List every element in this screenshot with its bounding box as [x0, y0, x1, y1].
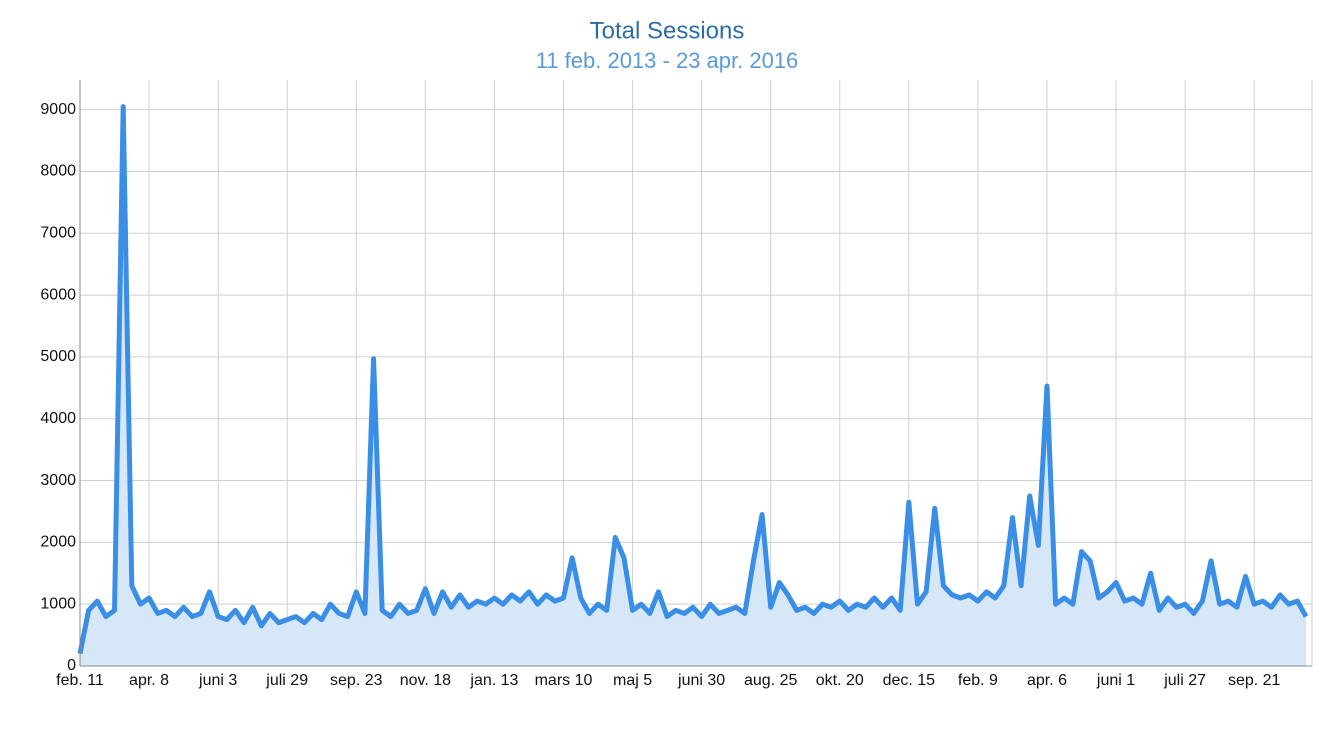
area-fill [80, 106, 1306, 666]
chart-subtitle: 11 feb. 2013 - 23 apr. 2016 [536, 48, 799, 73]
line [77, 104, 1309, 655]
x-tick-label: mars 10 [535, 672, 593, 689]
x-tick-label: feb. 9 [958, 672, 998, 689]
y-tick-label: 5000 [40, 348, 76, 365]
x-tick-label: apr. 8 [129, 672, 169, 689]
x-tick-label: dec. 15 [883, 672, 936, 689]
x-tick-label: sep. 23 [330, 672, 383, 689]
y-tick-label: 8000 [40, 163, 76, 180]
y-tick-label: 7000 [40, 225, 76, 242]
y-tick-label: 9000 [40, 101, 76, 118]
chart-title: Total Sessions [590, 17, 745, 44]
y-tick-label: 3000 [40, 472, 76, 489]
x-tick-label: nov. 18 [400, 672, 451, 689]
x-tick-label: juli 27 [1163, 672, 1206, 689]
x-tick-label: feb. 11 [56, 672, 104, 689]
y-tick-label: 0 [67, 657, 76, 674]
y-tick-label: 6000 [40, 286, 76, 303]
x-tick-label: juli 29 [265, 672, 308, 689]
x-tick-label: juni 30 [677, 672, 725, 689]
x-tick-label: maj 5 [613, 672, 652, 689]
y-tick-label: 2000 [40, 534, 76, 551]
x-tick-label: juni 1 [1096, 672, 1135, 689]
x-tick-label: sep. 21 [1228, 672, 1281, 689]
x-tick-label: jan. 13 [469, 672, 518, 689]
x-tick-label: aug. 25 [744, 672, 797, 689]
y-tick-label: 1000 [40, 595, 76, 612]
x-tick-label: apr. 6 [1027, 672, 1067, 689]
x-tick-label: okt. 20 [816, 672, 864, 689]
y-tick-label: 4000 [40, 410, 76, 427]
x-tick-label: juni 3 [198, 672, 237, 689]
